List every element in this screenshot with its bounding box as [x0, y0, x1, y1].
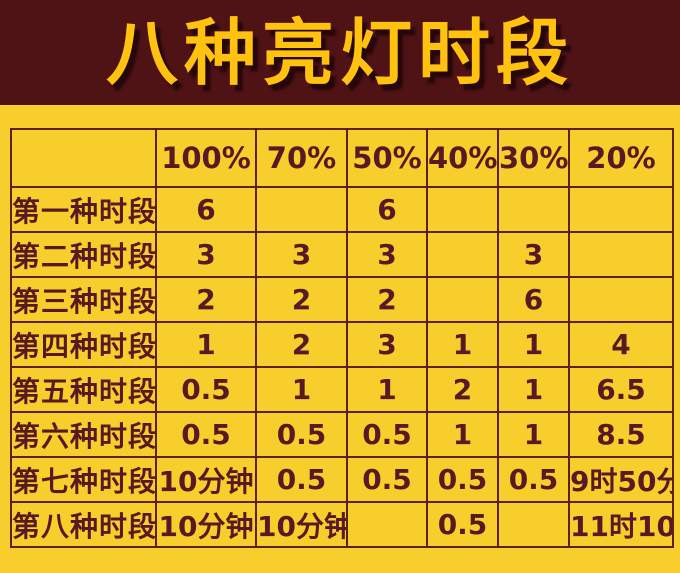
table-cell: 3 [497, 231, 570, 278]
table-row-8: 第八种时段 10分钟 10分钟 0.5 11时10分 [10, 501, 674, 548]
table-cell [426, 231, 499, 278]
table-cell: 1 [497, 321, 570, 368]
table-cell: 8.5 [568, 411, 674, 458]
table-cell: 10分钟 [255, 501, 348, 548]
row-label: 第六种时段 [10, 411, 157, 458]
table-cell: 6 [155, 186, 257, 233]
table-cell [346, 501, 428, 548]
column-header-50: 50% [346, 128, 428, 188]
row-label: 第二种时段 [10, 231, 157, 278]
row-label: 第一种时段 [10, 186, 157, 233]
table-cell [497, 501, 570, 548]
table-cell: 1 [426, 411, 499, 458]
table-cell [568, 276, 674, 323]
table-cell: 0.5 [426, 501, 499, 548]
table-cell: 2 [346, 276, 428, 323]
column-header-30: 30% [497, 128, 570, 188]
row-label: 第五种时段 [10, 366, 157, 413]
table-row-4: 第四种时段 1 2 3 1 1 4 [10, 321, 674, 368]
lighting-schedule-table: 100% 70% 50% 40% 30% 20% 第一种时段 6 6 第二种时段… [10, 128, 674, 548]
table-cell [426, 186, 499, 233]
table-cell: 10分钟 [155, 456, 257, 503]
table-cell: 0.5 [497, 456, 570, 503]
table-cell: 3 [155, 231, 257, 278]
title-banner: 八种亮灯时段 [0, 0, 680, 105]
row-label: 第四种时段 [10, 321, 157, 368]
table-cell: 0.5 [346, 456, 428, 503]
corner-cell [10, 128, 157, 188]
row-label: 第三种时段 [10, 276, 157, 323]
table-cell: 0.5 [255, 456, 348, 503]
table-cell: 10分钟 [155, 501, 257, 548]
table-row-7: 第七种时段 10分钟 0.5 0.5 0.5 0.5 9时50分 [10, 456, 674, 503]
table-cell: 2 [255, 321, 348, 368]
table-cell: 6 [346, 186, 428, 233]
table-row-5: 第五种时段 0.5 1 1 2 1 6.5 [10, 366, 674, 413]
table-cell: 0.5 [426, 456, 499, 503]
schedule-table-container: 100% 70% 50% 40% 30% 20% 第一种时段 6 6 第二种时段… [10, 128, 674, 548]
table-cell: 1 [497, 366, 570, 413]
table-cell: 4 [568, 321, 674, 368]
table-cell: 0.5 [255, 411, 348, 458]
table-cell [568, 231, 674, 278]
table-cell [255, 186, 348, 233]
table-cell: 0.5 [155, 411, 257, 458]
table-row-6: 第六种时段 0.5 0.5 0.5 1 1 8.5 [10, 411, 674, 458]
row-label: 第七种时段 [10, 456, 157, 503]
column-header-40: 40% [426, 128, 499, 188]
column-header-20: 20% [568, 128, 674, 188]
table-cell: 2 [155, 276, 257, 323]
table-row-3: 第三种时段 2 2 2 6 [10, 276, 674, 323]
table-cell [497, 186, 570, 233]
table-cell [568, 186, 674, 233]
table-cell: 1 [346, 366, 428, 413]
table-cell: 3 [346, 321, 428, 368]
table-cell: 6 [497, 276, 570, 323]
column-header-100: 100% [155, 128, 257, 188]
table-cell: 1 [155, 321, 257, 368]
table-cell: 2 [426, 366, 499, 413]
table-cell: 1 [497, 411, 570, 458]
table-cell: 3 [255, 231, 348, 278]
table-cell: 1 [255, 366, 348, 413]
table-row-1: 第一种时段 6 6 [10, 186, 674, 233]
table-cell [426, 276, 499, 323]
table-cell: 2 [255, 276, 348, 323]
page-title: 八种亮灯时段 [105, 10, 574, 95]
table-header-row: 100% 70% 50% 40% 30% 20% [10, 128, 674, 188]
table-cell: 11时10分 [568, 501, 674, 548]
table-cell: 9时50分 [568, 456, 674, 503]
row-label: 第八种时段 [10, 501, 157, 548]
table-cell: 3 [346, 231, 428, 278]
table-cell: 1 [426, 321, 499, 368]
table-row-2: 第二种时段 3 3 3 3 [10, 231, 674, 278]
column-header-70: 70% [255, 128, 348, 188]
table-cell: 6.5 [568, 366, 674, 413]
table-cell: 0.5 [155, 366, 257, 413]
table-cell: 0.5 [346, 411, 428, 458]
